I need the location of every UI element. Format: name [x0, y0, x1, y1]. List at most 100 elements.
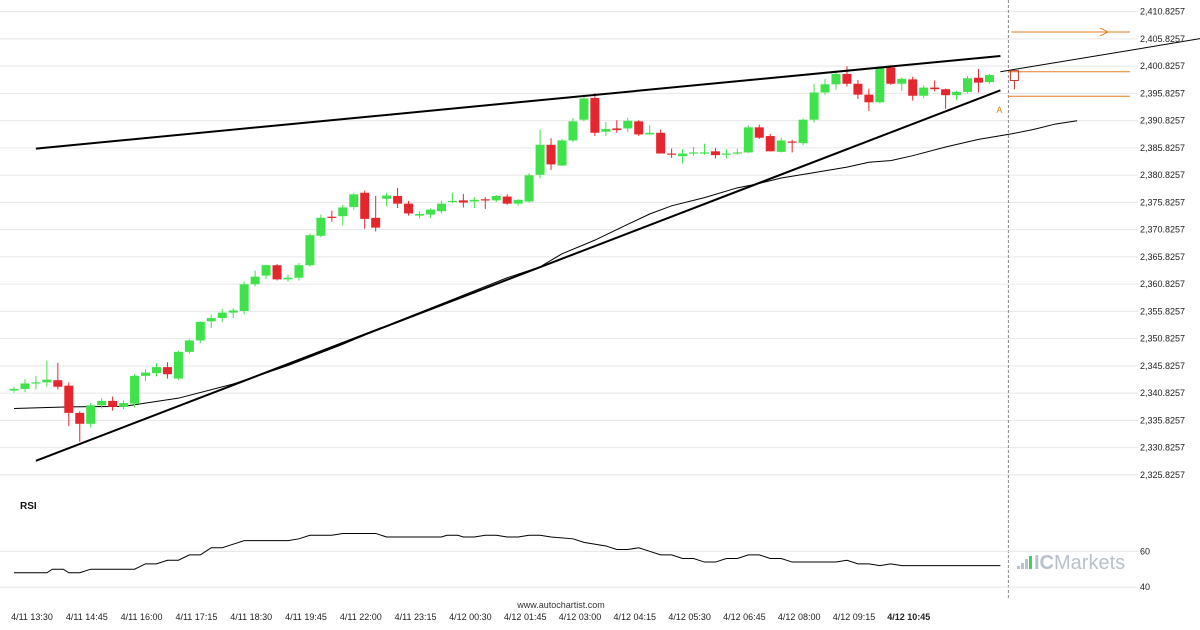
candle-body [250, 276, 260, 285]
candle-body [294, 265, 304, 278]
candle-body [338, 207, 348, 217]
candle-body [963, 78, 973, 92]
candle-body [678, 153, 688, 157]
candle-body [623, 120, 633, 129]
chart-bars-icon [1017, 556, 1032, 569]
price-tick-label: 2,335.8257 [1140, 415, 1185, 425]
price-tick-label: 2,385.8257 [1140, 143, 1185, 153]
candles [9, 65, 994, 442]
price-tick-label: 2,395.8257 [1140, 88, 1185, 98]
candle-body [283, 277, 293, 280]
candle-body [316, 217, 326, 236]
candle-body [853, 83, 863, 95]
candle-body [151, 367, 161, 374]
candle-body [130, 375, 140, 404]
time-tick-label: 4/12 08:00 [778, 612, 821, 622]
candle-body [601, 128, 611, 132]
time-tick-label: 4/11 22:00 [340, 612, 382, 622]
time-tick-label: 4/11 14:45 [66, 612, 108, 622]
price-tick-label: 2,390.8257 [1140, 116, 1185, 126]
time-tick-label: 4/12 04:15 [614, 612, 657, 622]
candle-body [9, 388, 19, 391]
candle-body [404, 203, 414, 214]
candle-body [491, 196, 501, 201]
candle-body [436, 203, 446, 212]
level-arrowhead [1099, 27, 1110, 37]
candle-body [908, 79, 918, 96]
candle-body [897, 78, 907, 84]
candle-body [689, 152, 699, 154]
candle-body [984, 75, 994, 83]
candle-body [875, 67, 885, 103]
moving-average-line [13, 120, 1078, 410]
candle-body [524, 175, 534, 202]
candle-body [798, 119, 808, 144]
candle-body [195, 321, 205, 341]
price-tick-label: 2,370.8257 [1140, 225, 1185, 235]
price-tick-label: 2,400.8257 [1140, 61, 1185, 71]
candle-body [699, 152, 709, 154]
candle-body [732, 152, 742, 154]
candle-body [173, 351, 183, 379]
price-tick-label: 2,355.8257 [1140, 306, 1185, 316]
price-tick-label: 2,410.8257 [1140, 7, 1185, 17]
candle-body [590, 97, 600, 133]
price-tick-label: 2,375.8257 [1140, 197, 1185, 207]
candle-body [239, 284, 249, 311]
time-tick-label: 4/11 17:15 [175, 612, 217, 622]
candle-body [261, 265, 271, 276]
candle-body [97, 400, 107, 406]
time-tick-label: 4/12 05:30 [668, 612, 711, 622]
time-tick-label: 4/11 16:00 [121, 612, 163, 622]
brand-part-1: IC [1034, 552, 1054, 574]
candle-body [480, 199, 490, 201]
time-tick-label: 4/12 03:00 [559, 612, 602, 622]
candle-body [415, 213, 425, 216]
candle-body [842, 73, 852, 84]
candle-body [141, 372, 151, 376]
candle-body [557, 140, 567, 166]
candle-body [941, 89, 951, 96]
rsi-label: RSI [20, 501, 37, 512]
candle-body [973, 77, 983, 83]
candle-body [667, 153, 677, 155]
candle-body [108, 400, 118, 407]
candle-body [458, 200, 468, 203]
candle-body [119, 403, 129, 407]
candle-body [382, 195, 392, 199]
candle-body [360, 192, 370, 219]
candle-body [831, 73, 841, 85]
candle-body [930, 87, 940, 90]
brand-part-2: Markets [1054, 552, 1125, 574]
candle-body [502, 196, 512, 204]
candle-body [217, 312, 227, 319]
rsi-line [14, 532, 1001, 574]
candle-body [721, 153, 731, 155]
time-tick-label: 4/11 13:30 [11, 612, 53, 622]
candle-body [184, 340, 194, 352]
candle-body [743, 127, 753, 153]
candle-body [809, 92, 819, 120]
candle-body [86, 405, 96, 424]
price-tick-label: 2,360.8257 [1140, 279, 1185, 289]
candle-body [634, 121, 644, 135]
price-tick-label: 2,345.8257 [1140, 361, 1185, 371]
rsi-gridlines [0, 550, 1138, 588]
rsi-panel [14, 532, 1001, 574]
candle-body [656, 132, 666, 154]
candle-body [710, 151, 720, 156]
price-tick-label: 2,350.8257 [1140, 334, 1185, 344]
time-tick-label: 4/12 10:45 [887, 612, 930, 622]
candle-body [952, 91, 962, 96]
candle-body [272, 265, 282, 280]
candle-body [754, 127, 764, 138]
source-url: www.autochartist.com [516, 600, 605, 610]
projection-line [1000, 38, 1200, 73]
candle-body [568, 121, 578, 141]
time-tick-label: 4/11 18:30 [230, 612, 272, 622]
candle-body [162, 367, 172, 375]
candle-body [64, 385, 74, 413]
price-tick-label: 2,340.8257 [1140, 388, 1185, 398]
point-label-A: A [996, 105, 1002, 115]
trendlines [35, 38, 1200, 462]
